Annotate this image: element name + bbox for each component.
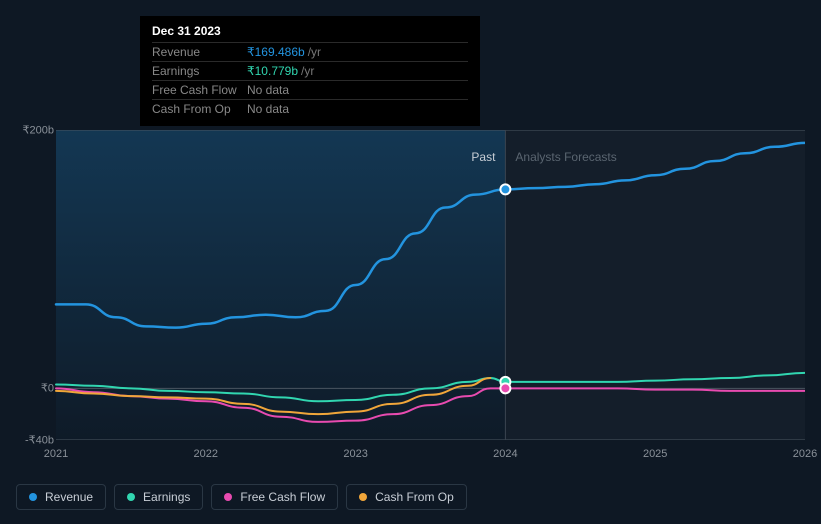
legend-dot-icon xyxy=(29,493,37,501)
legend-item-label: Cash From Op xyxy=(375,490,454,504)
chart-tooltip: Dec 31 2023 Revenue₹169.486b/yrEarnings₹… xyxy=(140,16,480,126)
legend-item-fcf[interactable]: Free Cash Flow xyxy=(211,484,338,510)
tooltip-row-value: ₹10.779b/yr xyxy=(247,64,314,78)
x-tick-label: 2022 xyxy=(194,448,218,460)
y-tick-label: ₹200b xyxy=(23,124,54,137)
x-tick-label: 2021 xyxy=(44,448,68,460)
legend: Revenue Earnings Free Cash Flow Cash From O… xyxy=(16,484,467,510)
y-tick-label: -₹40b xyxy=(25,434,54,447)
tooltip-row-label: Cash From Op xyxy=(152,102,247,116)
plot-area[interactable]: ₹200b₹0-₹40b xyxy=(16,130,805,440)
tooltip-row-label: Free Cash Flow xyxy=(152,83,247,97)
tooltip-row: Earnings₹10.779b/yr xyxy=(152,61,468,80)
legend-dot-icon xyxy=(127,493,135,501)
series-marker-revenue xyxy=(500,184,510,194)
tooltip-row: Cash From OpNo data xyxy=(152,99,468,118)
y-tick-label: ₹0 xyxy=(41,382,54,395)
series-marker-fcf xyxy=(500,383,510,393)
tooltip-row-value: No data xyxy=(247,102,289,116)
earnings-revenue-chart: Dec 31 2023 Revenue₹169.486b/yrEarnings₹… xyxy=(0,0,821,524)
past-label: Past xyxy=(471,150,495,164)
x-tick-label: 2023 xyxy=(343,448,367,460)
chart-svg xyxy=(16,130,805,440)
tooltip-date: Dec 31 2023 xyxy=(152,24,468,42)
legend-item-label: Free Cash Flow xyxy=(240,490,325,504)
tooltip-row-label: Revenue xyxy=(152,45,247,59)
x-axis: 202120222023202420252026 xyxy=(16,448,805,468)
legend-item-cfo[interactable]: Cash From Op xyxy=(346,484,467,510)
forecast-label: Analysts Forecasts xyxy=(515,150,616,164)
x-tick-label: 2026 xyxy=(793,448,817,460)
legend-item-label: Earnings xyxy=(143,490,190,504)
tooltip-row: Free Cash FlowNo data xyxy=(152,80,468,99)
legend-dot-icon xyxy=(359,493,367,501)
x-tick-label: 2024 xyxy=(493,448,517,460)
legend-item-earnings[interactable]: Earnings xyxy=(114,484,203,510)
tooltip-row-value: No data xyxy=(247,83,289,97)
legend-item-revenue[interactable]: Revenue xyxy=(16,484,106,510)
x-tick-label: 2025 xyxy=(643,448,667,460)
legend-dot-icon xyxy=(224,493,232,501)
tooltip-row-label: Earnings xyxy=(152,64,247,78)
tooltip-row: Revenue₹169.486b/yr xyxy=(152,42,468,61)
tooltip-row-value: ₹169.486b/yr xyxy=(247,45,321,59)
legend-item-label: Revenue xyxy=(45,490,93,504)
